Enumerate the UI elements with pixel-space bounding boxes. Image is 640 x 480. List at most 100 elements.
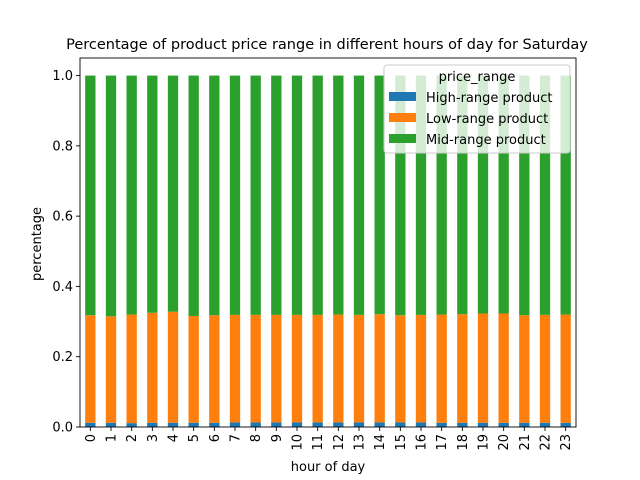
bar-mid-range-product-hour-10 [291,75,303,315]
bar-low-range-product-hour-20 [498,313,509,423]
bar-high-range-product-hour-10 [291,422,303,427]
bar-high-range-product-hour-17 [436,422,447,427]
bar-mid-range-product-hour-16 [415,75,427,315]
bar-mid-range-product-hour-4 [167,75,179,312]
bar-high-range-product-hour-4 [167,422,179,427]
bar-low-range-product-hour-6 [209,315,220,423]
axes-group: 0.00.20.40.60.81.00 1 2 3 4 5 6 7 8 9 10 11 12 13 14 15… [52,57,577,451]
x-tick-label: 11 [311,434,326,451]
legend-swatch [389,113,416,122]
bar-high-range-product-hour-3 [147,422,158,427]
x-tick-label: 9 [270,434,285,442]
bar-low-range-product-hour-2 [126,314,137,424]
bar-low-range-product-hour-14 [374,314,385,423]
bar-high-range-product-hour-11 [312,422,323,427]
bar-mid-range-product-hour-20 [498,75,509,314]
x-tick-label: 19 [477,434,492,451]
x-tick-label: 21 [518,434,533,451]
bars-group [85,75,571,427]
bar-mid-range-product-hour-2 [126,75,137,315]
bar-mid-range-product-hour-8 [250,75,261,315]
bar-mid-range-product-hour-0 [85,75,96,316]
x-tick-label: 12 [332,434,347,451]
chart-title: Percentage of product price range in dif… [66,37,588,53]
bar-high-range-product-hour-21 [519,422,530,427]
legend-box [383,64,571,154]
plot-frame [79,57,577,428]
x-tick-label: 15 [394,434,409,451]
bar-low-range-product-hour-4 [167,311,179,423]
y-tick-label: 0.0 [52,421,73,436]
x-tick-label: 22 [539,434,554,451]
x-tick-label: 18 [456,434,471,451]
bar-high-range-product-hour-8 [250,422,261,427]
x-tick-label: 2 [125,434,140,442]
bar-mid-range-product-hour-21 [519,75,530,316]
bar-high-range-product-hour-2 [126,423,137,427]
x-tick-label: 8 [249,434,264,442]
x-tick-label: 7 [229,434,244,442]
bar-low-range-product-hour-10 [291,314,303,423]
bar-mid-range-product-hour-3 [147,75,158,313]
bar-mid-range-product-hour-5 [188,75,199,316]
legend-swatch [389,92,416,101]
bar-mid-range-product-hour-9 [271,75,282,315]
bar-mid-range-product-hour-7 [229,75,241,315]
x-tick-label: 6 [208,434,223,442]
y-tick-label: 1.0 [52,69,73,84]
y-tick-label: 0.6 [52,210,73,225]
bar-high-range-product-hour-13 [353,422,365,427]
bar-low-range-product-hour-12 [333,314,344,423]
bar-low-range-product-hour-19 [477,313,489,423]
x-tick-label: 14 [373,434,388,451]
bar-high-range-product-hour-23 [560,422,571,427]
bar-high-range-product-hour-0 [85,422,96,427]
bar-low-range-product-hour-13 [353,314,365,423]
legend-entry-label: High-range product [426,91,553,106]
bar-low-range-product-hour-22 [539,314,551,423]
bar-high-range-product-hour-7 [229,422,241,427]
x-tick-label: 10 [291,434,306,451]
bar-mid-range-product-hour-6 [209,75,220,316]
bar-low-range-product-hour-7 [229,314,241,423]
bar-low-range-product-hour-18 [457,314,468,423]
y-tick-label: 0.8 [52,139,73,154]
bar-mid-range-product-hour-14 [374,75,385,315]
x-tick-label: 1 [105,434,120,442]
bar-low-range-product-hour-23 [560,314,571,423]
bar-low-range-product-hour-9 [271,314,282,423]
x-tick-label: 5 [187,434,202,442]
bar-high-range-product-hour-12 [333,422,344,427]
legend-title: price_range [439,70,516,85]
bar-high-range-product-hour-19 [477,422,489,427]
bar-low-range-product-hour-0 [85,315,96,423]
x-tick-label: 23 [559,434,574,451]
bar-high-range-product-hour-6 [209,422,220,427]
bar-mid-range-product-hour-11 [312,75,323,315]
x-tick-label: 3 [146,434,161,442]
legend-swatch [389,134,416,143]
bar-low-range-product-hour-17 [436,314,447,423]
bar-high-range-product-hour-9 [271,422,282,427]
x-tick-label: 17 [435,434,450,451]
bar-mid-range-product-hour-18 [457,75,468,315]
legend-entry-label: Mid-range product [426,133,546,148]
bar-high-range-product-hour-1 [105,422,117,427]
x-axis-label: hour of day [291,460,366,475]
bar-mid-range-product-hour-17 [436,75,447,315]
y-axis-label: percentage [30,207,45,281]
bar-high-range-product-hour-5 [188,422,199,427]
x-tick-label: 20 [497,434,512,451]
bar-high-range-product-hour-18 [457,422,468,427]
bar-mid-range-product-hour-12 [333,75,344,315]
bar-low-range-product-hour-8 [250,314,261,423]
bar-mid-range-product-hour-22 [539,75,551,315]
y-tick-label: 0.4 [52,280,73,295]
bar-high-range-product-hour-14 [374,422,385,427]
legend-entry-label: Low-range product [426,112,548,127]
bar-low-range-product-hour-11 [312,314,323,423]
bar-mid-range-product-hour-13 [353,75,365,315]
x-tick-label: 16 [415,434,430,451]
bar-high-range-product-hour-16 [415,422,427,427]
